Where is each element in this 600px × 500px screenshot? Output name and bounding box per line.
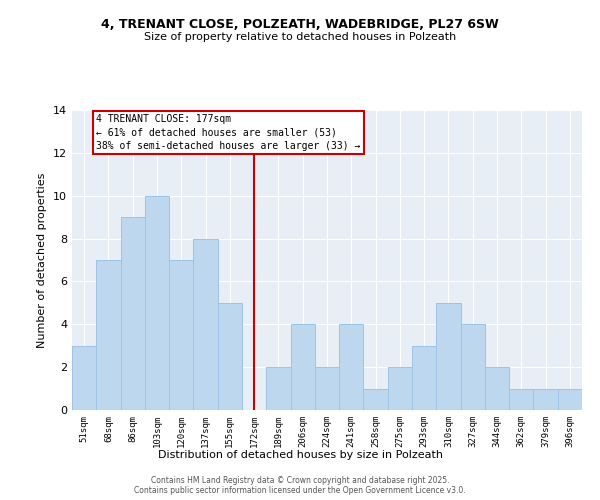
Bar bbox=[461, 324, 485, 410]
Y-axis label: Number of detached properties: Number of detached properties bbox=[37, 172, 47, 348]
Bar bbox=[169, 260, 193, 410]
Bar bbox=[145, 196, 169, 410]
Bar bbox=[485, 367, 509, 410]
Bar bbox=[218, 303, 242, 410]
Bar bbox=[72, 346, 96, 410]
Text: 4 TRENANT CLOSE: 177sqm
← 61% of detached houses are smaller (53)
38% of semi-de: 4 TRENANT CLOSE: 177sqm ← 61% of detache… bbox=[96, 114, 361, 150]
Bar bbox=[315, 367, 339, 410]
Bar bbox=[388, 367, 412, 410]
Bar bbox=[339, 324, 364, 410]
Text: Size of property relative to detached houses in Polzeath: Size of property relative to detached ho… bbox=[144, 32, 456, 42]
Bar bbox=[533, 388, 558, 410]
Text: Distribution of detached houses by size in Polzeath: Distribution of detached houses by size … bbox=[157, 450, 443, 460]
Text: Contains HM Land Registry data © Crown copyright and database right 2025.
Contai: Contains HM Land Registry data © Crown c… bbox=[134, 476, 466, 495]
Bar bbox=[509, 388, 533, 410]
Bar bbox=[558, 388, 582, 410]
Bar bbox=[364, 388, 388, 410]
Bar bbox=[436, 303, 461, 410]
Bar bbox=[412, 346, 436, 410]
Bar bbox=[266, 367, 290, 410]
Bar bbox=[96, 260, 121, 410]
Bar bbox=[193, 238, 218, 410]
Text: 4, TRENANT CLOSE, POLZEATH, WADEBRIDGE, PL27 6SW: 4, TRENANT CLOSE, POLZEATH, WADEBRIDGE, … bbox=[101, 18, 499, 30]
Bar bbox=[121, 217, 145, 410]
Bar bbox=[290, 324, 315, 410]
